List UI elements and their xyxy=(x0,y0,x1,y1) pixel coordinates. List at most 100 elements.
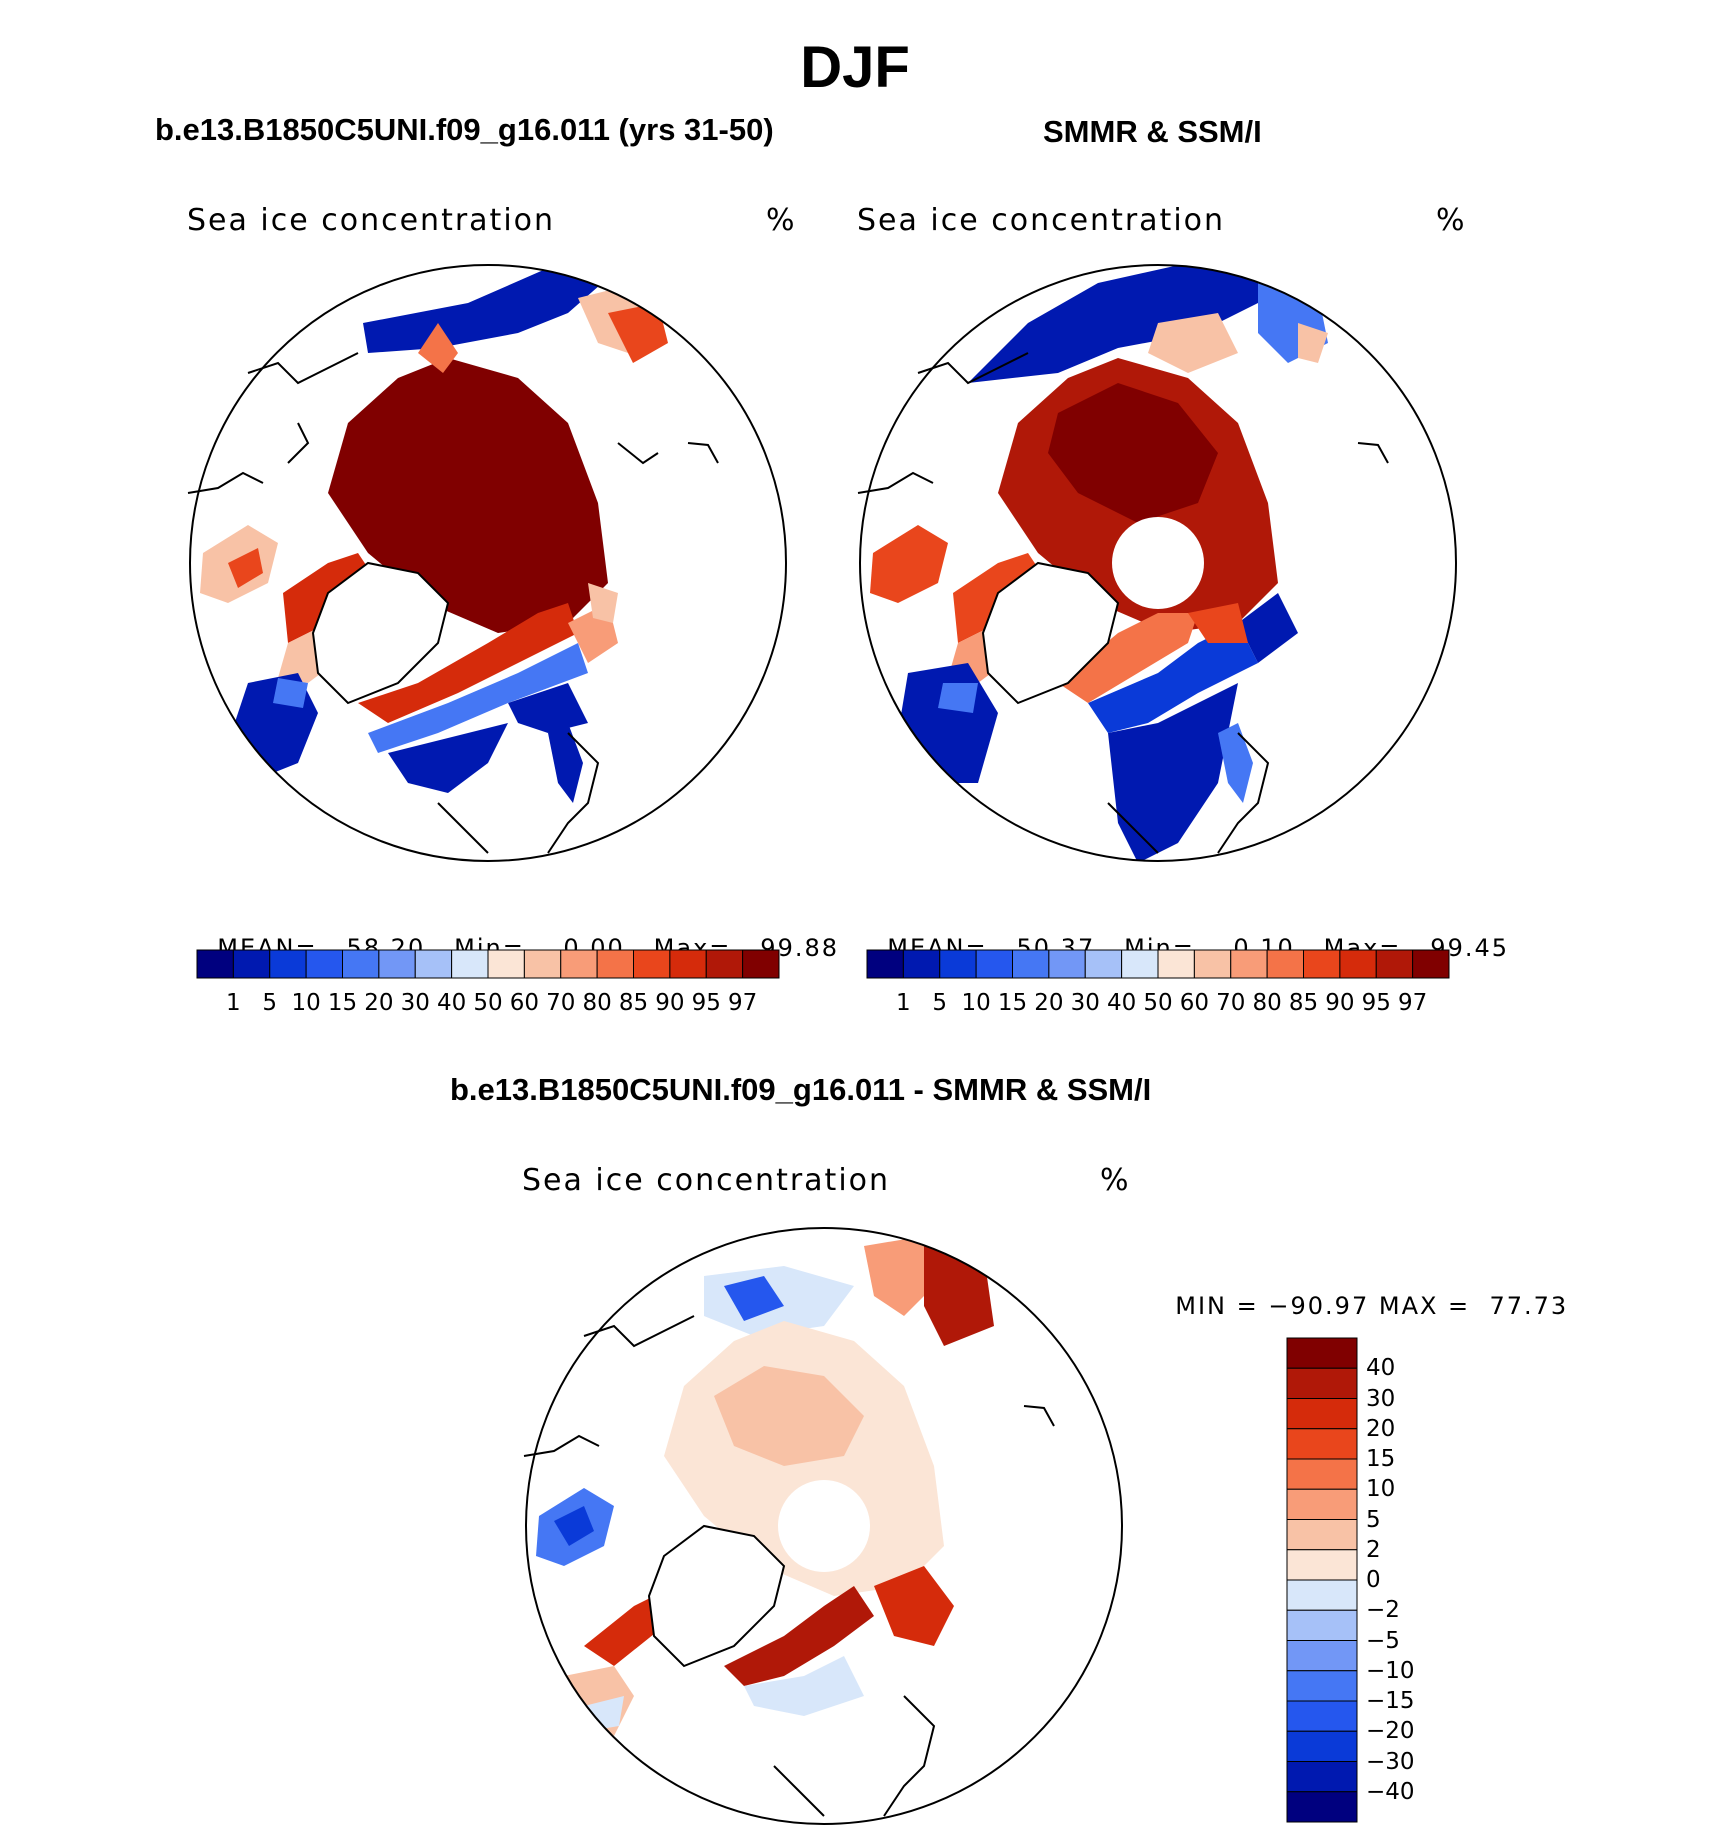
colorbar-tick-label: 80 xyxy=(1252,990,1282,1016)
pole-hole xyxy=(1112,517,1204,609)
colorbar-difference xyxy=(1286,1337,1358,1823)
colorbar-swatch xyxy=(1286,1640,1358,1672)
colorbar-tick-label: 20 xyxy=(1366,1415,1396,1442)
colorbar-tick-label: 5 xyxy=(1366,1506,1381,1533)
colorbar-tick-label: −2 xyxy=(1366,1597,1400,1624)
panel-2-variable-label: Sea ice concentration xyxy=(857,203,1226,238)
colorbar-tick-label: 1 xyxy=(226,990,241,1016)
colorbar-swatch xyxy=(1266,949,1304,979)
colorbar-tick-label: −5 xyxy=(1366,1627,1400,1654)
colorbar-tick-label: 50 xyxy=(1143,990,1173,1016)
colorbar-swatch xyxy=(975,949,1013,979)
colorbar-tick-label: 10 xyxy=(961,990,991,1016)
colorbar-swatch xyxy=(269,949,307,979)
colorbar-swatch xyxy=(414,949,453,979)
colorbar-tick-label: 95 xyxy=(691,990,721,1016)
colorbar-swatch xyxy=(1286,1428,1358,1460)
colorbar-tick-label: 1 xyxy=(896,990,911,1016)
colorbar-swatch xyxy=(1375,949,1414,979)
colorbar-swatch xyxy=(1286,1670,1358,1702)
colorbar-swatch xyxy=(1286,1730,1358,1762)
colorbar-tick-label: 15 xyxy=(327,990,358,1016)
colorbar-tick-label: 15 xyxy=(997,990,1028,1016)
map-panel-1 xyxy=(187,264,787,862)
colorbar-tick-label: −20 xyxy=(1366,1718,1415,1745)
colorbar-swatch xyxy=(742,949,780,979)
colorbar-swatch xyxy=(1286,1398,1358,1430)
colorbar-swatch xyxy=(232,949,271,979)
colorbar-swatch xyxy=(560,949,598,979)
colorbar-swatch xyxy=(1286,1367,1358,1399)
map-panel-3 xyxy=(523,1227,1123,1825)
min-label: MIN = xyxy=(1175,1292,1259,1320)
colorbar-tick-label: 40 xyxy=(1366,1355,1396,1382)
colorbar-swatch xyxy=(1084,949,1123,979)
colorbar-swatch xyxy=(669,949,707,979)
colorbar-swatch xyxy=(1286,1337,1358,1369)
colorbar-tick-label: 30 xyxy=(400,990,430,1016)
colorbar-tick-label: 10 xyxy=(291,990,321,1016)
colorbar-tick-label: 30 xyxy=(1366,1385,1396,1412)
colorbar-tick-label: 80 xyxy=(582,990,612,1016)
colorbar-tick-label: 97 xyxy=(1397,990,1428,1016)
colorbar-tick-label: 0 xyxy=(1366,1567,1381,1593)
colorbar-tick-label: 2 xyxy=(1366,1536,1381,1563)
colorbar-tick-label: 50 xyxy=(473,990,503,1016)
map-boundary-circle xyxy=(189,264,787,862)
panel-3-variable-label: Sea ice concentration xyxy=(522,1163,891,1198)
panel-1-title: b.e13.B1850C5UNI.f09_g16.011 (yrs 31-50) xyxy=(155,112,774,147)
colorbar-swatch xyxy=(866,949,904,979)
colorbar-tick-label: 15 xyxy=(1366,1446,1396,1472)
panel-2-title: SMMR & SSM/I xyxy=(1043,114,1262,149)
panel-2-unit-label: % xyxy=(1436,203,1467,238)
colorbar-panel-1 xyxy=(196,949,780,979)
colorbar-swatch xyxy=(378,949,416,979)
colorbar-tick-label: 90 xyxy=(655,990,685,1016)
colorbar-panel-2 xyxy=(866,949,1450,979)
panel-1-variable-label: Sea ice concentration xyxy=(187,203,556,238)
colorbar-tick-label: 10 xyxy=(1366,1476,1396,1503)
colorbar-difference-ticks: 40 30 20 15 10 5 2 0 −2 −5 −10 −15 −20 −30 −40 xyxy=(1366,1338,1456,1822)
colorbar-swatch xyxy=(1286,1549,1358,1581)
colorbar-swatch xyxy=(1339,949,1377,979)
colorbar-tick-label: −15 xyxy=(1366,1688,1415,1714)
colorbar-swatch xyxy=(1286,1609,1358,1641)
colorbar-tick-label: 60 xyxy=(509,990,540,1016)
colorbar-swatch xyxy=(1303,949,1341,979)
panel-1-unit-label: % xyxy=(766,203,797,238)
colorbar-panel-2-ticks: 1 5 10 15 20 30 40 50 60 70 80 85 90 95 97 xyxy=(867,990,1449,1020)
colorbar-tick-label: 85 xyxy=(1288,990,1319,1016)
max-label: MAX = xyxy=(1378,1292,1471,1320)
colorbar-swatch xyxy=(1286,1519,1358,1551)
bering-sea-ice xyxy=(363,265,608,353)
colorbar-swatch xyxy=(705,949,744,979)
colorbar-tick-label: 85 xyxy=(618,990,649,1016)
colorbar-tick-label: 20 xyxy=(364,990,394,1016)
colorbar-swatch xyxy=(1286,1791,1358,1823)
panel-3-unit-label: % xyxy=(1100,1163,1131,1198)
colorbar-swatch xyxy=(596,949,634,979)
colorbar-tick-label: −10 xyxy=(1366,1657,1415,1684)
central-arctic-ice xyxy=(328,358,608,633)
colorbar-tick-label: 60 xyxy=(1179,990,1210,1016)
colorbar-tick-label: −40 xyxy=(1366,1778,1415,1805)
colorbar-panel-1-ticks: 1 5 10 15 20 30 40 50 60 70 80 85 90 95 97 xyxy=(197,990,779,1020)
greenland-outline xyxy=(311,561,450,705)
colorbar-tick-label: −30 xyxy=(1366,1748,1415,1775)
colorbar-tick-label: 40 xyxy=(436,990,467,1016)
colorbar-swatch xyxy=(487,949,525,979)
panel-3-stats: MIN = −90.97 MAX = 77.73 xyxy=(1156,1264,1568,1320)
colorbar-tick-label: 70 xyxy=(1216,990,1246,1016)
colorbar-swatch xyxy=(1048,949,1086,979)
colorbar-tick-label: 70 xyxy=(546,990,576,1016)
colorbar-swatch xyxy=(196,949,234,979)
colorbar-swatch xyxy=(902,949,941,979)
colorbar-swatch xyxy=(1193,949,1232,979)
colorbar-swatch xyxy=(1412,949,1450,979)
colorbar-swatch xyxy=(1157,949,1195,979)
colorbar-tick-label: 20 xyxy=(1034,990,1064,1016)
colorbar-tick-label: 5 xyxy=(262,990,278,1016)
max-value: 77.73 xyxy=(1489,1292,1569,1320)
colorbar-swatch xyxy=(1121,949,1159,979)
colorbar-tick-label: 30 xyxy=(1070,990,1100,1016)
